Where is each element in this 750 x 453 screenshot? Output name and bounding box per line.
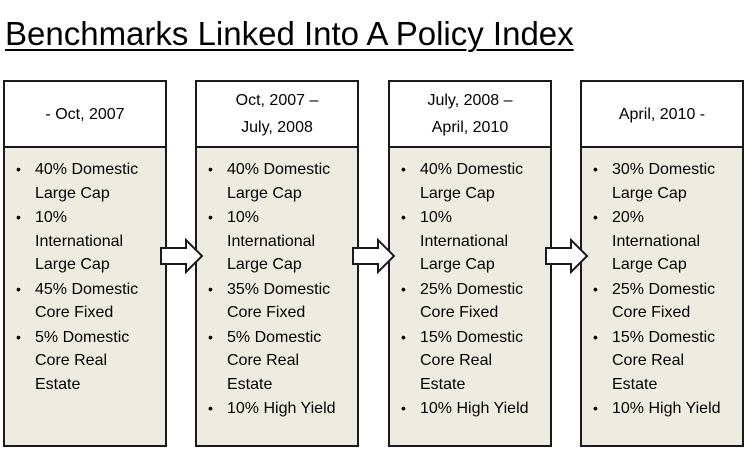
- period-header: July, 2008 – April, 2010: [390, 82, 550, 148]
- allocation-list: • 40% Domestic Large Cap • 10% Internationa…: [203, 158, 353, 421]
- bullet-icon: •: [208, 400, 213, 416]
- bullet-icon: •: [16, 161, 21, 177]
- right-arrow-icon: [352, 238, 396, 274]
- allocation-item: • 10% International Large Cap: [396, 206, 546, 277]
- allocation-text: 25% Domestic Core Fixed: [420, 280, 524, 322]
- allocation-list: • 40% Domestic Large Cap • 10% Internationa…: [396, 158, 546, 421]
- period-box-4: April, 2010 - • 30% Domestic Large Cap • 20…: [580, 80, 744, 447]
- allocation-list: • 30% Domestic Large Cap • 20% Internationa…: [588, 158, 738, 421]
- allocation-item: • 5% Domestic Core Real Estate: [203, 326, 353, 397]
- allocation-text: 40% Domestic Large Cap: [35, 161, 139, 202]
- bullet-icon: •: [401, 400, 406, 416]
- bullet-icon: •: [401, 280, 406, 297]
- allocation-text: 10% International Large Cap: [420, 209, 509, 273]
- allocation-item: • 10% High Yield: [203, 397, 353, 421]
- allocation-text: 10% High Yield: [227, 400, 336, 417]
- allocation-list-panel: • 40% Domestic Large Cap • 10% Internationa…: [197, 148, 357, 445]
- allocation-text: 30% Domestic Large Cap: [612, 161, 716, 202]
- bullet-icon: •: [208, 328, 213, 345]
- bullet-icon: •: [208, 161, 213, 177]
- allocation-item: • 10% International Large Cap: [203, 206, 353, 277]
- allocation-item: • 15% Domestic Core Real Estate: [396, 326, 546, 397]
- allocation-item: • 35% Domestic Core Fixed: [203, 278, 353, 325]
- period-box-2: Oct, 2007 – July, 2008 • 40% Domestic Lar…: [195, 80, 359, 447]
- allocation-item: • 15% Domestic Core Real Estate: [588, 326, 738, 397]
- bullet-icon: •: [401, 328, 406, 345]
- bullet-icon: •: [593, 400, 598, 416]
- allocation-item: • 40% Domestic Large Cap: [203, 158, 353, 205]
- bullet-icon: •: [16, 209, 21, 225]
- page-title: Benchmarks Linked Into A Policy Index: [5, 15, 574, 52]
- allocation-text: 40% Domestic Large Cap: [227, 161, 331, 202]
- allocation-item: • 10% International Large Cap: [11, 206, 161, 277]
- bullet-icon: •: [401, 209, 406, 225]
- allocation-text: 25% Domestic Core Fixed: [612, 280, 716, 322]
- allocation-text: 5% Domestic Core Real Estate: [227, 328, 322, 393]
- allocation-item: • 20% International Large Cap: [588, 206, 738, 277]
- bullet-icon: •: [593, 161, 598, 177]
- allocation-item: • 10% High Yield: [396, 397, 546, 421]
- allocation-text: 35% Domestic Core Fixed: [227, 280, 331, 322]
- bullet-icon: •: [16, 280, 21, 297]
- allocation-item: • 40% Domestic Large Cap: [11, 158, 161, 205]
- allocation-item: • 40% Domestic Large Cap: [396, 158, 546, 205]
- right-arrow-icon: [160, 238, 204, 274]
- allocation-text: 10% International Large Cap: [227, 209, 316, 273]
- allocation-item: • 5% Domestic Core Real Estate: [11, 326, 161, 397]
- allocation-text: 10% High Yield: [420, 400, 529, 417]
- period-box-3: July, 2008 – April, 2010 • 40% Domestic L…: [388, 80, 552, 447]
- allocation-item: • 25% Domestic Core Fixed: [588, 278, 738, 325]
- allocation-item: • 30% Domestic Large Cap: [588, 158, 738, 205]
- allocation-list-panel: • 40% Domestic Large Cap • 10% Internationa…: [5, 148, 165, 445]
- allocation-item: • 25% Domestic Core Fixed: [396, 278, 546, 325]
- period-header: - Oct, 2007: [5, 82, 165, 148]
- allocation-text: 45% Domestic Core Fixed: [35, 280, 139, 322]
- allocation-item: • 10% High Yield: [588, 397, 738, 421]
- bullet-icon: •: [593, 328, 598, 345]
- allocation-text: 5% Domestic Core Real Estate: [35, 328, 130, 393]
- allocation-list-panel: • 40% Domestic Large Cap • 10% Internationa…: [390, 148, 550, 445]
- bullet-icon: •: [593, 209, 598, 225]
- bullet-icon: •: [401, 161, 406, 177]
- bullet-icon: •: [16, 328, 21, 345]
- allocation-text: 10% High Yield: [612, 400, 721, 417]
- right-arrow-icon: [545, 238, 589, 274]
- allocation-item: • 45% Domestic Core Fixed: [11, 278, 161, 325]
- bullet-icon: •: [208, 209, 213, 225]
- allocation-text: 15% Domestic Core Real Estate: [420, 328, 524, 393]
- period-header: April, 2010 -: [582, 82, 742, 148]
- allocation-text: 40% Domestic Large Cap: [420, 161, 524, 202]
- bullet-icon: •: [208, 280, 213, 297]
- allocation-list: • 40% Domestic Large Cap • 10% Internationa…: [11, 158, 161, 396]
- allocation-text: 10% International Large Cap: [35, 209, 124, 273]
- period-box-1: - Oct, 2007 • 40% Domestic Large Cap • 10% …: [3, 80, 167, 447]
- allocation-text: 15% Domestic Core Real Estate: [612, 328, 716, 393]
- period-header: Oct, 2007 – July, 2008: [197, 82, 357, 148]
- allocation-text: 20% International Large Cap: [612, 209, 701, 273]
- allocation-list-panel: • 30% Domestic Large Cap • 20% Internationa…: [582, 148, 742, 445]
- bullet-icon: •: [593, 280, 598, 297]
